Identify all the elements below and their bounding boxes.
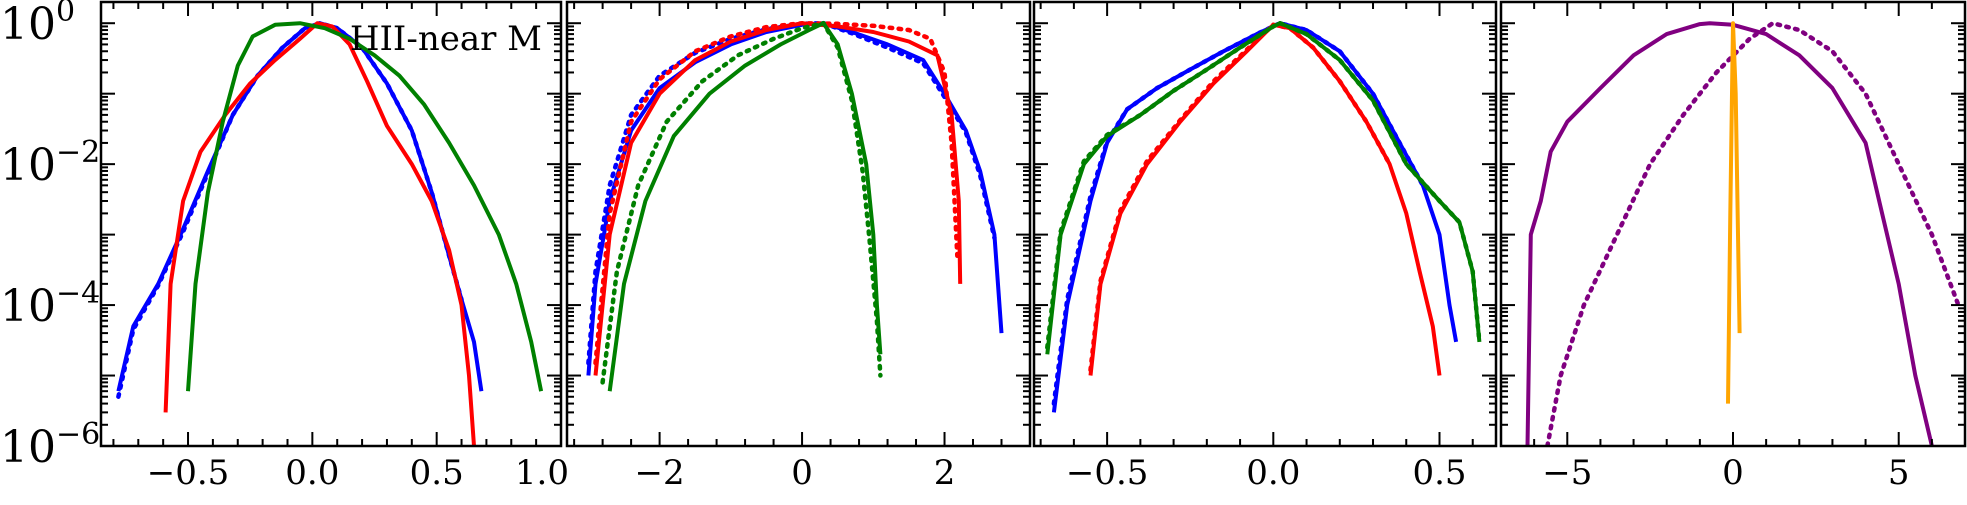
panel-1-series-4 — [186, 21, 544, 392]
panel-4-xtick-label: 0 — [1722, 453, 1744, 493]
panel-3-series-4 — [1088, 22, 1392, 373]
panel-2-curves — [586, 20, 1004, 392]
panel-2-xtick-labels: −2 0 2 — [635, 453, 956, 493]
panel-4-xtick-label: 5 — [1888, 453, 1910, 493]
panel-2-series-1 — [586, 21, 1004, 376]
panel-3: −0.5 0.0 0.5 — [1032, 0, 1498, 493]
panel-3-xtick-label: −0.5 — [1066, 453, 1149, 493]
panel-2-series-5 — [607, 21, 883, 392]
panel-3-ticks — [1034, 1, 1496, 447]
ytick-label: 10−2 — [0, 135, 100, 191]
panel-2-series-4 — [593, 20, 960, 366]
panel-4-series-2 — [1545, 20, 1961, 446]
panel-2: −2 0 2 — [565, 0, 1032, 493]
panel-1-ytick-labels: 100 10−2 10−4 10−6 — [0, 0, 100, 473]
panel-3-curves — [1045, 20, 1482, 413]
panel-1-series-3 — [163, 21, 476, 446]
panel-4: −5 0 5 — [1499, 0, 1967, 493]
panel-1-xtick-label: 0.0 — [285, 453, 339, 493]
panel-4-xtick-label: −5 — [1542, 453, 1592, 493]
panel-4-xtick-labels: −5 0 5 — [1542, 453, 1909, 493]
panel-3-series-6 — [1045, 20, 1482, 350]
panel-3-xtick-label: 0.0 — [1246, 453, 1300, 493]
panel-4-series-1 — [1525, 21, 1934, 446]
panel-3-xtick-labels: −0.5 0.0 0.5 — [1066, 453, 1467, 493]
panel-3-xtick-label: 0.5 — [1412, 453, 1466, 493]
panel-3-series-1 — [1051, 21, 1459, 413]
panel-2-xtick-label: −2 — [635, 453, 685, 493]
panel-1: −0.5 0.0 0.5 1.0 100 10−2 10−4 10−6 HII-near M — [0, 0, 569, 493]
panel-3-series-2 — [1051, 20, 1426, 406]
panel-3-frame — [1032, 0, 1498, 448]
panel-3-series-5 — [1045, 21, 1482, 355]
panel-1-series-1 — [116, 21, 484, 392]
panel-1-curves — [116, 20, 544, 446]
panel-4-curves — [1525, 20, 1961, 446]
ytick-label: 100 — [0, 0, 75, 50]
panel-1-xtick-labels: −0.5 0.0 0.5 1.0 — [147, 453, 569, 493]
panel-1-xtick-label: −0.5 — [147, 453, 230, 493]
panel-1-xtick-label: 1.0 — [515, 453, 569, 493]
ytick-label: 10−4 — [0, 276, 100, 332]
panel-2-series-6 — [600, 20, 883, 385]
ytick-label: 10−6 — [0, 417, 100, 473]
panel-2-series-3 — [593, 21, 963, 376]
panel-1-xtick-label: 0.5 — [410, 453, 464, 493]
panel-2-xtick-label: 2 — [934, 453, 956, 493]
panel-2-xtick-label: 0 — [791, 453, 813, 493]
panel-1-frame — [99, 0, 563, 448]
panel-3-series-3 — [1088, 22, 1442, 376]
panel-1-annotation: HII-near M — [350, 19, 542, 59]
panel-4-series-3 — [1726, 21, 1742, 404]
panel-2-frame — [565, 0, 1032, 448]
panel-1-series-2 — [116, 20, 464, 399]
panel-4-frame — [1499, 0, 1967, 448]
